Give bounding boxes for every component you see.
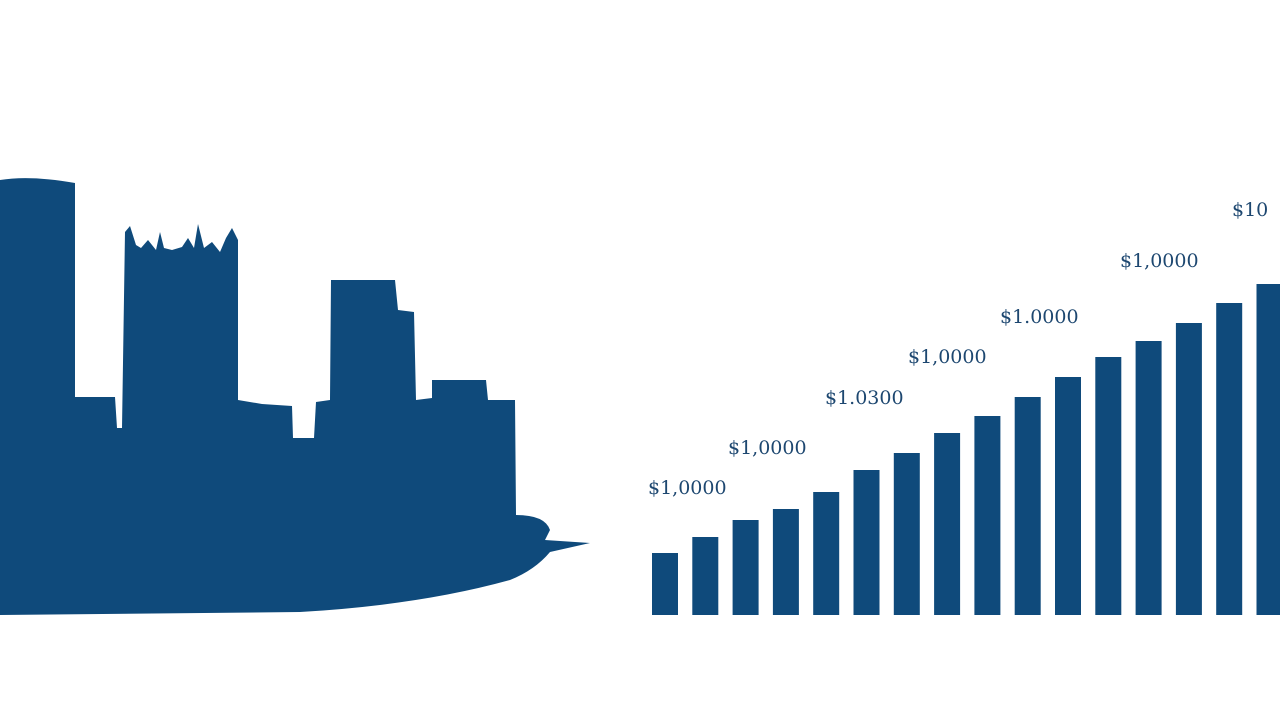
bar xyxy=(1055,377,1081,615)
bar xyxy=(853,470,880,615)
bar-annotation: $1,0000 xyxy=(908,346,987,368)
bar xyxy=(934,433,961,615)
bar-annotation: $1,0000 xyxy=(648,477,727,499)
bar-annotation: $10 xyxy=(1232,199,1268,221)
bar xyxy=(1256,284,1280,615)
bar xyxy=(732,520,759,615)
bar xyxy=(1135,341,1162,615)
bar-annotation: $1,0000 xyxy=(728,437,807,459)
bar xyxy=(1175,323,1202,615)
bar xyxy=(1014,397,1041,615)
bar xyxy=(813,492,840,615)
bar-annotation: $1.0300 xyxy=(825,387,904,409)
bar xyxy=(974,416,1001,615)
bar xyxy=(1095,357,1122,615)
bar xyxy=(893,453,920,615)
bar-annotation: $1.0000 xyxy=(1000,306,1079,328)
bar xyxy=(1216,303,1243,615)
bar xyxy=(692,537,719,615)
skyline-silhouette xyxy=(0,178,590,616)
bar xyxy=(772,509,799,615)
bar-annotation: $1,0000 xyxy=(1120,250,1199,272)
bar xyxy=(652,553,678,615)
